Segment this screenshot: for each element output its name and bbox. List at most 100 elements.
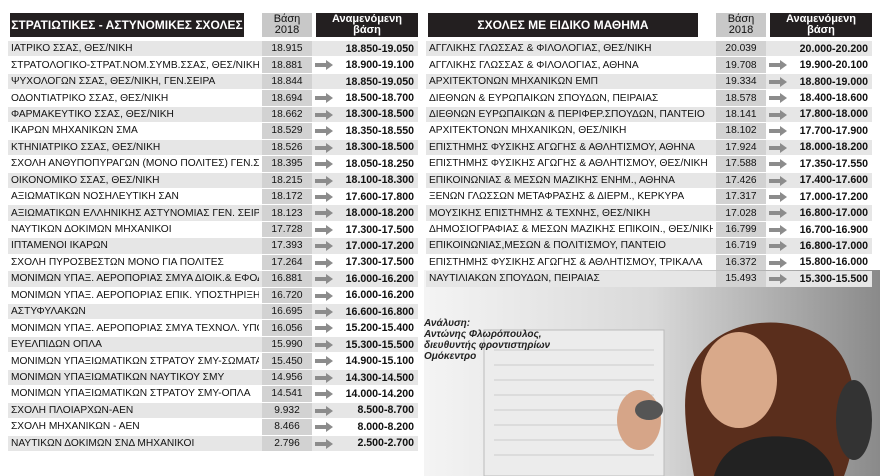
school-name: ΕΠΙΣΤΗΜΗΣ ΦΥΣΙΚΗΣ ΑΓΩΓΗΣ & ΑΘΛΗΤΙΣΜΟΥ, Α… bbox=[429, 141, 695, 153]
base-score: 16.695 bbox=[262, 304, 312, 320]
arrow bbox=[769, 93, 787, 104]
row-bg bbox=[8, 90, 418, 106]
expected-score: 2.500-2.700 bbox=[357, 437, 414, 450]
expected-score: 18.800-19.000 bbox=[799, 75, 868, 88]
school-name: ΙΑΤΡΙΚΟ ΣΣΑΣ, ΘΕΣ/ΝΙΚΗ bbox=[11, 43, 133, 55]
expected-score: 18.900-19.100 bbox=[345, 59, 414, 72]
expected-score: 14.000-14.200 bbox=[345, 387, 414, 400]
base-score: 17.264 bbox=[262, 254, 312, 271]
base-score: 20.039 bbox=[716, 41, 766, 57]
arrow bbox=[769, 257, 787, 268]
school-name: ΕΠΙΚΟΙΝΩΝΙΑΣ,ΜΕΣΩΝ & ΠΟΛΙΤΙΣΜΟΥ, ΠΑΝΤΕΙΟ bbox=[429, 240, 666, 252]
school-name: ΑΞΙΩΜΑΤΙΚΩΝ ΝΟΣΗΛΕΥΤΙΚΗ ΣΑΝ bbox=[11, 191, 179, 203]
expected-score: 18.500-18.700 bbox=[345, 92, 414, 105]
school-name: ΑΡΧΙΤΕΚΤΟΝΩΝ ΜΗΧΑΝΙΚΩΝ ΕΜΠ bbox=[429, 76, 599, 88]
school-name: ΦΑΡΜΑΚΕΥΤΙΚΟ ΣΣΑΣ, ΘΕΣ/ΝΙΚΗ bbox=[11, 108, 174, 120]
analyst-org: Ομόκεντρο bbox=[424, 351, 477, 362]
school-name: ΣΤΡΑΤΟΛΟΓΙΚΟ-ΣΤΡΑΤ.ΝΟΜ.ΣΥΜΒ.ΣΣΑΣ, ΘΕΣ/ΝΙ… bbox=[11, 59, 259, 71]
school-name: ΙΠΤΑΜΕΝΟΙ ΙΚΑΡΩΝ bbox=[11, 240, 108, 252]
arrow bbox=[315, 389, 333, 400]
arrow bbox=[315, 191, 333, 202]
base-score: 16.720 bbox=[262, 287, 312, 304]
school-name: ΞΕΝΩΝ ΓΛΩΣΣΩΝ ΜΕΤΑΦΡΑΣΗΣ & ΔΙΕΡΜ., ΚΕΡΚΥ… bbox=[429, 191, 685, 203]
school-name: ΝΑΥΤΙΚΩΝ ΔΟΚΙΜΩΝ ΣΝΔ ΜΗΧΑΝΙΚΟΙ bbox=[11, 437, 195, 449]
school-name: ΑΓΓΛΙΚΗΣ ΓΛΩΣΣΑΣ & ΦΙΛΟΛΟΓΙΑΣ, ΑΘΗΝΑ bbox=[429, 59, 639, 71]
arrow bbox=[769, 159, 787, 170]
base-score: 14.956 bbox=[262, 369, 312, 386]
arrow bbox=[315, 339, 333, 350]
row-bg bbox=[8, 320, 418, 336]
base-score: 16.056 bbox=[262, 320, 312, 336]
base-score: 19.708 bbox=[716, 57, 766, 73]
base-score: 17.317 bbox=[716, 188, 766, 205]
school-name: ΙΚΑΡΩΝ ΜΗΧΑΝΙΚΩΝ ΣΜΑ bbox=[11, 125, 138, 137]
school-name: ΜΟΝΙΜΩΝ ΥΠΑΞΙΩΜΑΤΙΚΩΝ ΝΑΥΤΙΚΟΥ ΣΜΥ bbox=[11, 372, 225, 384]
expected-score: 17.300-17.500 bbox=[345, 223, 414, 236]
base-score: 16.881 bbox=[262, 271, 312, 287]
table-title: ΣΤΡΑΤΙΩΤΙΚΕΣ - ΑΣΤΥΝΟΜΙΚΕΣ ΣΧΟΛΕΣ bbox=[10, 13, 244, 37]
expected-score: 16.800-17.000 bbox=[799, 239, 868, 252]
expected-score: 14.900-15.100 bbox=[345, 355, 414, 368]
expected-score: 16.800-17.000 bbox=[799, 207, 868, 220]
base-score: 14.541 bbox=[262, 386, 312, 402]
expected-score: 17.800-18.000 bbox=[799, 108, 868, 121]
row-bg bbox=[8, 139, 418, 156]
arrow bbox=[769, 191, 787, 202]
row-bg bbox=[8, 73, 418, 90]
school-name: ΜΟΝΙΜΩΝ ΥΠΑΞΙΩΜΑΤΙΚΩΝ ΣΤΡΑΤΟΥ ΣΜΥ-ΟΠΛΑ bbox=[11, 388, 251, 400]
column-header: Βάση 2018 bbox=[262, 13, 312, 37]
expected-score: 17.000-17.200 bbox=[345, 239, 414, 252]
expected-score: 18.850-19.050 bbox=[345, 75, 414, 88]
expected-score: 18.050-18.250 bbox=[345, 157, 414, 170]
school-name: ΑΣΤΥΦΥΛΑΚΩΝ bbox=[11, 306, 86, 318]
base-score: 17.924 bbox=[716, 139, 766, 156]
school-name: ΝΑΥΤΙΛΙΑΚΩΝ ΣΠΟΥΔΩΝ, ΠΕΙΡΑΙΑΣ bbox=[429, 273, 600, 285]
row-bg bbox=[8, 435, 418, 451]
column-header: Αναμενόμενη βάση bbox=[770, 13, 872, 37]
row-bg bbox=[8, 172, 418, 188]
arrow bbox=[315, 274, 333, 285]
base-score: 17.028 bbox=[716, 205, 766, 221]
base-score: 16.719 bbox=[716, 238, 766, 254]
analysis: Ανάλυση: Αντώνης Φλωρόπουλος, διευθυντής… bbox=[424, 318, 550, 362]
expected-score: 20.000-20.200 bbox=[799, 42, 868, 55]
arrow bbox=[769, 241, 787, 252]
expected-score: 15.300-15.500 bbox=[345, 338, 414, 351]
arrow bbox=[769, 208, 787, 219]
arrow bbox=[315, 257, 333, 268]
base-score: 16.372 bbox=[716, 254, 766, 271]
arrow bbox=[769, 224, 787, 235]
base-score: 8.466 bbox=[262, 419, 312, 435]
school-name: ΔΙΕΘΝΩΝ & ΕΥΡΩΠΑΙΚΩΝ ΣΠΟΥΔΩΝ, ΠΕΙΡΑΙΑΣ bbox=[429, 92, 659, 104]
school-name: ΣΧΟΛΗ ΠΥΡΟΣΒΕΣΤΩΝ ΜΟΝΟ ΓΙΑ ΠΟΛΙΤΕΣ bbox=[11, 256, 224, 268]
base-score: 18.529 bbox=[262, 123, 312, 139]
school-name: ΜΟΝΙΜΩΝ ΥΠΑΞΙΩΜΑΤΙΚΩΝ ΣΤΡΑΤΟΥ ΣΜΥ-ΣΩΜΑΤΑ bbox=[11, 355, 259, 367]
row-bg bbox=[8, 106, 418, 123]
row-bg bbox=[8, 188, 418, 205]
base-score: 18.395 bbox=[262, 156, 312, 172]
row-bg bbox=[8, 369, 418, 386]
row-bg bbox=[8, 156, 418, 172]
expected-score: 18.000-18.200 bbox=[799, 141, 868, 154]
expected-score: 14.300-14.500 bbox=[345, 371, 414, 384]
school-name: ΔΗΜΟΣΙΟΓΡΑΦΙΑΣ & ΜΕΣΩΝ ΜΑΖΙΚΗΣ ΕΠΙΚΟΙΝ.,… bbox=[429, 224, 713, 236]
school-name: ΜΟΝΙΜΩΝ ΥΠΑΞ. ΑΕΡΟΠΟΡΙΑΣ ΣΜΥΑ ΤΕΧΝΟΛ. ΥΠ… bbox=[11, 322, 259, 334]
base-score: 15.450 bbox=[262, 353, 312, 369]
school-name: ΣΧΟΛΗ ΜΗΧΑΝΙΚΩΝ - ΑΕΝ bbox=[11, 421, 140, 433]
arrow bbox=[315, 208, 333, 219]
expected-score: 16.000-16.200 bbox=[345, 272, 414, 285]
base-score: 19.334 bbox=[716, 73, 766, 90]
school-name: ΕΥΕΛΠΙΔΩΝ ΟΠΛΑ bbox=[11, 339, 102, 351]
expected-score: 15.200-15.400 bbox=[345, 322, 414, 335]
arrow bbox=[315, 356, 333, 367]
analysis-label: Ανάλυση: bbox=[424, 318, 471, 329]
expected-score: 18.850-19.050 bbox=[345, 42, 414, 55]
expected-score: 18.300-18.500 bbox=[345, 108, 414, 121]
expected-score: 8.000-8.200 bbox=[357, 420, 414, 433]
arrow bbox=[769, 142, 787, 153]
arrow bbox=[315, 241, 333, 252]
row-bg bbox=[8, 402, 418, 419]
base-score: 18.215 bbox=[262, 172, 312, 188]
expected-score: 18.000-18.200 bbox=[345, 207, 414, 220]
